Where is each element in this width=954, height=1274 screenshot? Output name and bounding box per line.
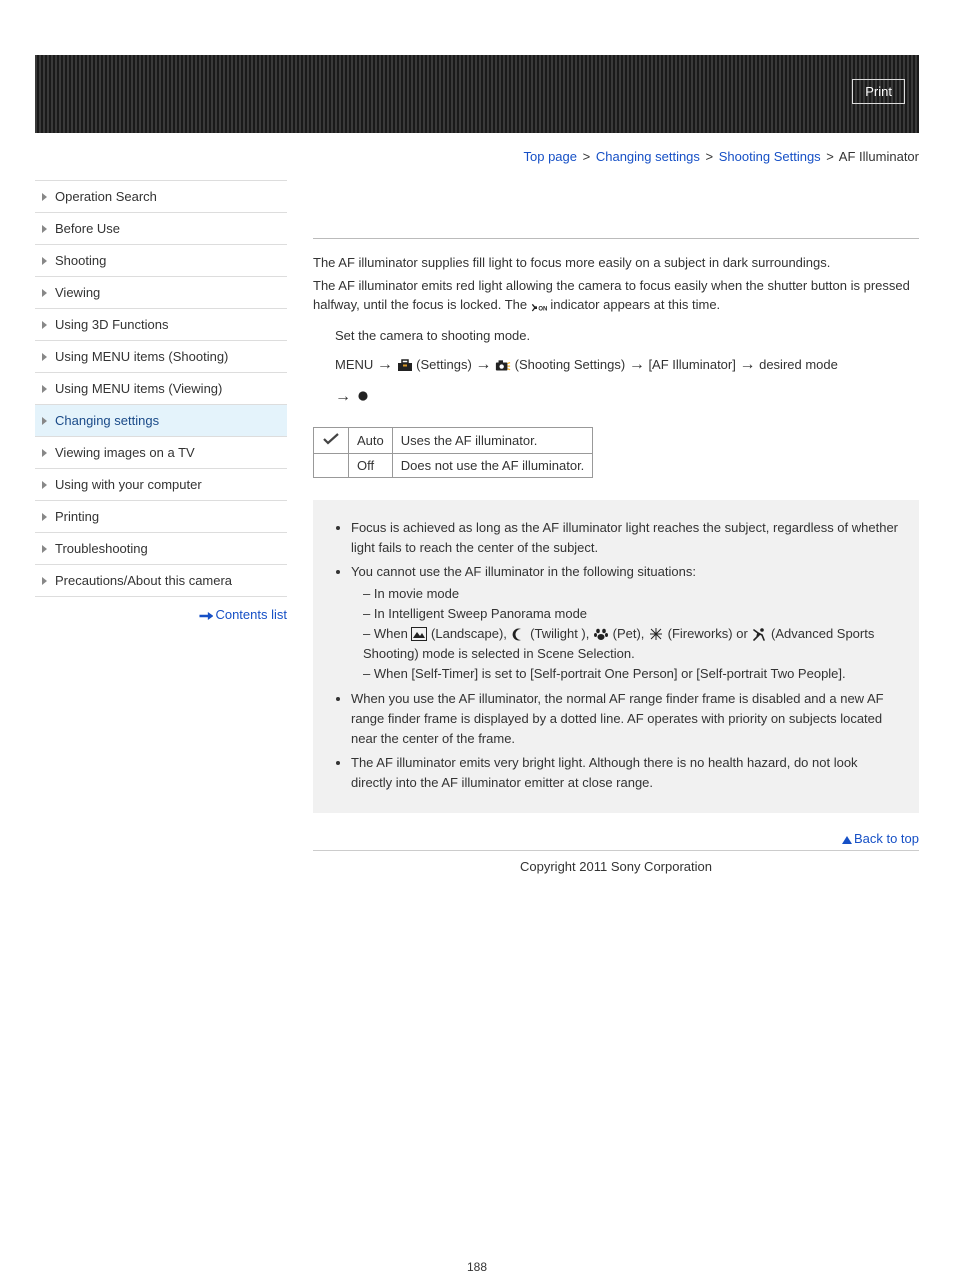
print-button[interactable]: Print xyxy=(852,79,905,104)
contents-list-link[interactable]: Contents list xyxy=(215,607,287,622)
sports-icon xyxy=(751,627,767,641)
crumb-sep: > xyxy=(824,149,836,164)
note-subitem: In movie mode xyxy=(363,584,899,604)
check-icon xyxy=(322,434,340,449)
note-item: Focus is achieved as long as the AF illu… xyxy=(351,518,899,558)
mode-cell: Off xyxy=(349,453,393,477)
step-text: MENU → (Settings) → (Shooting Settings) … xyxy=(335,349,919,413)
crumb-sep: > xyxy=(581,149,593,164)
indicator-on-icon: ON xyxy=(531,298,547,312)
sidebar-item[interactable]: Troubleshooting xyxy=(35,533,287,565)
divider xyxy=(313,238,919,239)
note-subitem: In Intelligent Sweep Panorama mode xyxy=(363,604,899,624)
triangle-up-icon xyxy=(842,836,852,844)
table-row: AutoUses the AF illuminator. xyxy=(314,427,593,453)
shooting-settings-icon xyxy=(495,355,511,369)
crumb-l2[interactable]: Shooting Settings xyxy=(719,149,821,164)
note-item: The AF illuminator emits very bright lig… xyxy=(351,753,899,793)
note-subitem: When [Self-Timer] is set to [Self-portra… xyxy=(363,664,899,684)
page-number: 188 xyxy=(35,1260,919,1274)
sidebar-item[interactable]: Using with your computer xyxy=(35,469,287,501)
sidebar-item[interactable]: Printing xyxy=(35,501,287,533)
main-content: The AF illuminator supplies fill light t… xyxy=(313,180,919,880)
landscape-icon xyxy=(411,627,427,641)
sidebar-item[interactable]: Operation Search xyxy=(35,181,287,213)
crumb-l1[interactable]: Changing settings xyxy=(596,149,700,164)
note-item: When you use the AF illuminator, the nor… xyxy=(351,689,899,749)
sidebar-item[interactable]: Using 3D Functions xyxy=(35,309,287,341)
pet-icon xyxy=(593,627,609,641)
options-table: AutoUses the AF illuminator.OffDoes not … xyxy=(313,427,593,478)
twilight-icon xyxy=(511,627,527,641)
intro-text: The AF illuminator emits red light allow… xyxy=(313,276,919,315)
desc-cell: Uses the AF illuminator. xyxy=(392,427,593,453)
settings-toolbox-icon xyxy=(397,355,413,369)
table-row: OffDoes not use the AF illuminator. xyxy=(314,453,593,477)
center-dot-icon xyxy=(355,387,371,401)
check-cell xyxy=(314,453,349,477)
copyright-text: Copyright 2011 Sony Corporation xyxy=(313,859,919,874)
sidebar-item[interactable]: Viewing xyxy=(35,277,287,309)
check-cell xyxy=(314,427,349,453)
intro-text: The AF illuminator supplies fill light t… xyxy=(313,253,919,273)
crumb-sep: > xyxy=(704,149,716,164)
svg-text:ON: ON xyxy=(538,306,547,312)
sidebar-item[interactable]: Using MENU items (Shooting) xyxy=(35,341,287,373)
mode-cell: Auto xyxy=(349,427,393,453)
sidebar-item[interactable]: Using MENU items (Viewing) xyxy=(35,373,287,405)
note-subitem: When (Landscape), (Twilight ), (Pet), (F… xyxy=(363,624,899,664)
crumb-top[interactable]: Top page xyxy=(524,149,578,164)
back-to-top-link[interactable]: Back to top xyxy=(854,831,919,846)
sidebar-item[interactable]: Changing settings xyxy=(35,405,287,437)
fireworks-icon xyxy=(648,627,664,641)
header-band: Print xyxy=(35,55,919,133)
step-text: Set the camera to shooting mode. xyxy=(335,323,919,349)
breadcrumb: Top page > Changing settings > Shooting … xyxy=(35,149,919,164)
arrow-right-icon xyxy=(199,612,213,620)
desc-cell: Does not use the AF illuminator. xyxy=(392,453,593,477)
notes-box: Focus is achieved as long as the AF illu… xyxy=(313,500,919,814)
crumb-current: AF Illuminator xyxy=(839,149,919,164)
sidebar-item[interactable]: Shooting xyxy=(35,245,287,277)
note-item: You cannot use the AF illuminator in the… xyxy=(351,562,899,685)
sidebar-item[interactable]: Viewing images on a TV xyxy=(35,437,287,469)
sidebar-item[interactable]: Before Use xyxy=(35,213,287,245)
sidebar-item[interactable]: Precautions/About this camera xyxy=(35,565,287,597)
sidebar: Operation SearchBefore UseShootingViewin… xyxy=(35,180,287,880)
